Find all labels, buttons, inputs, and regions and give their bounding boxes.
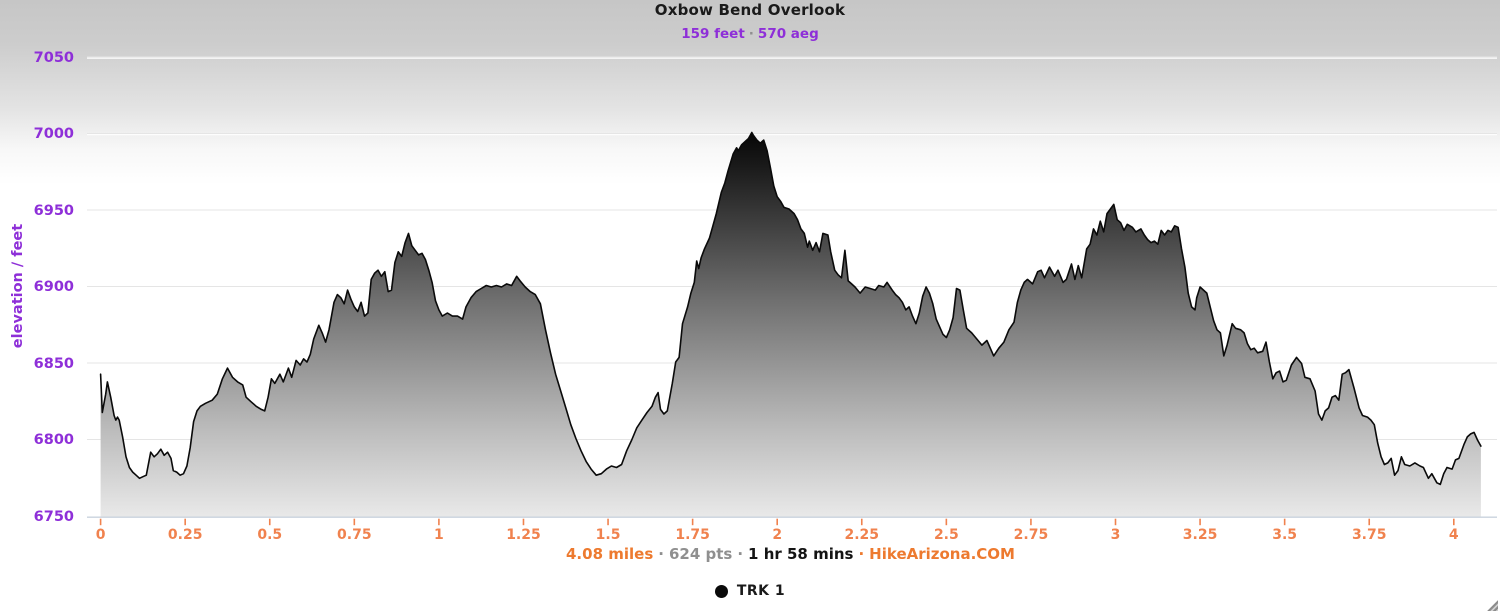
x-tick-label: 2.5 bbox=[933, 527, 959, 543]
track-legend-marker-icon bbox=[714, 584, 728, 598]
x-tick-label: 3.25 bbox=[1182, 527, 1218, 543]
summary-separator-dot: · bbox=[858, 545, 865, 563]
elevation-gain-value: 159 feet bbox=[681, 26, 745, 42]
y-tick-label: 6850 bbox=[33, 355, 74, 372]
x-tick-label: 0.5 bbox=[257, 527, 283, 543]
y-tick-label: 6800 bbox=[33, 432, 74, 448]
points-count: 624 pts bbox=[668, 545, 733, 563]
y-tick-label: 6950 bbox=[33, 202, 74, 219]
x-tick-label: 3.75 bbox=[1351, 527, 1387, 543]
distance-value: 4.08 miles bbox=[566, 545, 654, 563]
x-tick-label: 2.75 bbox=[1013, 527, 1049, 543]
x-tick-label: 1.5 bbox=[595, 527, 621, 543]
y-tick-label: 6750 bbox=[33, 508, 74, 525]
x-tick-label: 1.75 bbox=[675, 527, 710, 543]
x-tick-label: 0.75 bbox=[337, 527, 372, 543]
duration-value: 1 hr 58 mins bbox=[748, 545, 854, 563]
x-tick-label: 0.25 bbox=[167, 527, 203, 543]
x-tick-label: 3 bbox=[1110, 527, 1121, 543]
x-tick-label: 4 bbox=[1448, 527, 1459, 543]
chart-title: Oxbow Bend Overlook bbox=[654, 1, 846, 19]
chart-subtitle: 159 feet · 570 aeg bbox=[0, 26, 1500, 42]
summary-separator-dot: · bbox=[658, 545, 664, 563]
x-tick-label: 1.25 bbox=[506, 527, 541, 543]
x-tick-label: 1 bbox=[434, 527, 444, 543]
elevation-line bbox=[99, 131, 1482, 486]
y-tick-label: 7000 bbox=[33, 126, 74, 142]
trip-summary-bar: 4.08 miles · 624 pts · 1 hr 58 mins · HikeAriz… bbox=[100, 545, 1481, 563]
subtitle-separator-dot: · bbox=[748, 26, 754, 42]
elevation-area-fill bbox=[100, 132, 1481, 518]
y-tick-label: 6900 bbox=[33, 279, 74, 295]
track-legend-label[interactable]: TRK 1 bbox=[736, 583, 786, 599]
chart-legend: TRK 1 bbox=[0, 583, 1500, 599]
x-tick-label: 2.25 bbox=[844, 527, 880, 543]
x-tick-label: 2 bbox=[772, 527, 783, 543]
summary-separator-dot: · bbox=[737, 545, 744, 563]
y-tick-label: 7050 bbox=[33, 49, 74, 66]
x-tick-label: 0 bbox=[95, 527, 106, 543]
aeg-value: 570 aeg bbox=[757, 26, 819, 42]
resize-handle-icon[interactable] bbox=[1487, 600, 1498, 611]
x-tick-label: 3.5 bbox=[1272, 527, 1298, 543]
hikearizona-link[interactable]: HikeArizona.COM bbox=[869, 545, 1015, 563]
